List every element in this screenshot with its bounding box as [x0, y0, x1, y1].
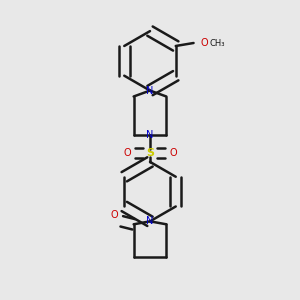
Text: S: S [146, 148, 154, 158]
Text: CH₃: CH₃ [209, 38, 224, 47]
Text: N: N [146, 130, 154, 140]
Text: O: O [123, 148, 130, 158]
Text: N: N [146, 216, 154, 226]
Text: O: O [200, 38, 208, 48]
Text: O: O [169, 148, 177, 158]
Text: O: O [110, 210, 118, 220]
Text: N: N [146, 85, 154, 96]
